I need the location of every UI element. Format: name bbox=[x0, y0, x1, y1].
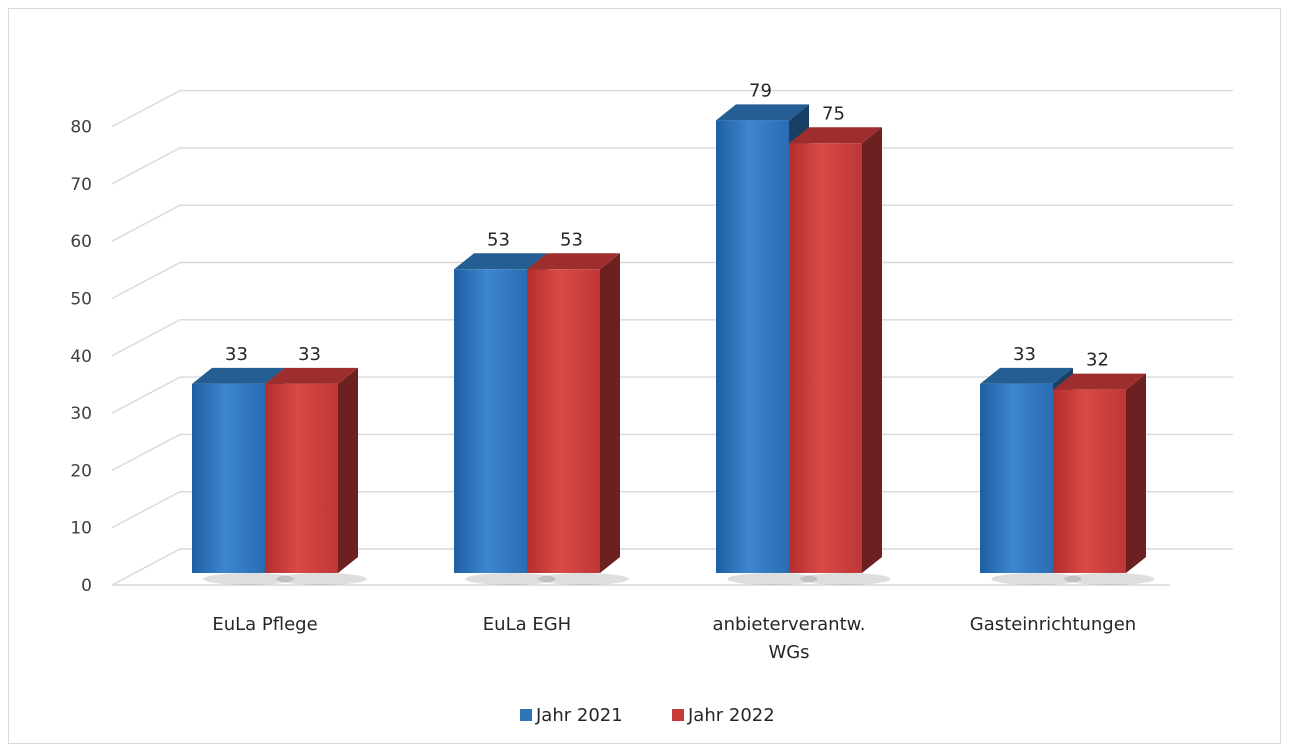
y-tick-label: 80 bbox=[70, 118, 92, 138]
data-labels: 33 33 53 53 79 75 33 32 bbox=[225, 80, 1109, 370]
gridline bbox=[111, 261, 1233, 300]
y-tick-label: 10 bbox=[70, 519, 92, 539]
bar-jahr-2022-4 bbox=[1053, 373, 1146, 573]
bar-jahr-2022-2 bbox=[527, 253, 620, 573]
bar-shadows bbox=[203, 573, 1155, 585]
bar-shadow bbox=[800, 573, 891, 585]
data-label: 79 bbox=[749, 80, 772, 101]
data-label: 33 bbox=[298, 344, 321, 365]
bar-shadow bbox=[465, 573, 556, 585]
x-category-label: WGs bbox=[768, 642, 809, 663]
x-category-label: EuLa Pflege bbox=[212, 614, 317, 635]
y-tick-label: 20 bbox=[70, 461, 92, 481]
gridline bbox=[111, 89, 1233, 128]
bars bbox=[192, 104, 1146, 573]
x-category-label: anbieterverantw. bbox=[713, 614, 866, 635]
y-tick-label: 0 bbox=[81, 576, 92, 596]
y-tick-label: 60 bbox=[70, 232, 92, 252]
bar-shadow bbox=[203, 573, 294, 585]
y-tick-label: 40 bbox=[70, 347, 92, 367]
bar-shadow bbox=[727, 573, 818, 585]
data-label: 33 bbox=[1013, 344, 1036, 365]
bar-shadow bbox=[538, 573, 629, 585]
legend-swatch bbox=[520, 709, 532, 721]
x-category-label: EuLa EGH bbox=[483, 614, 571, 635]
gridline bbox=[111, 319, 1233, 357]
legend-item[interactable]: Jahr 2021 bbox=[520, 705, 623, 726]
y-tick-label: 30 bbox=[70, 404, 92, 424]
bar-shadow bbox=[991, 573, 1082, 585]
y-axis: 0 10 20 30 40 50 60 70 80 bbox=[70, 118, 1170, 596]
bar-shadow bbox=[1064, 573, 1155, 585]
data-label: 33 bbox=[225, 344, 248, 365]
y-tick-label: 50 bbox=[70, 290, 92, 310]
legend-item[interactable]: Jahr 2022 bbox=[672, 705, 775, 726]
gridline bbox=[111, 204, 1233, 242]
legend-swatch bbox=[672, 709, 684, 721]
data-label: 32 bbox=[1086, 350, 1109, 371]
x-axis: EuLa Pflege EuLa EGH anbieterverantw. WGs Ga… bbox=[212, 614, 1136, 663]
legend-label: Jahr 2022 bbox=[687, 705, 775, 726]
x-category-label: Gasteinrichtungen bbox=[970, 614, 1136, 635]
bar-shadow bbox=[276, 573, 367, 585]
bar-jahr-2022-1 bbox=[265, 367, 358, 573]
y-tick-label: 70 bbox=[70, 175, 92, 195]
data-label: 75 bbox=[822, 103, 845, 124]
bar-jahr-2022-3 bbox=[789, 127, 882, 573]
data-label: 53 bbox=[560, 229, 583, 250]
gridline bbox=[111, 147, 1233, 185]
data-label: 53 bbox=[487, 229, 510, 250]
legend[interactable]: Jahr 2021 Jahr 2022 bbox=[520, 705, 775, 726]
legend-label: Jahr 2021 bbox=[535, 705, 623, 726]
